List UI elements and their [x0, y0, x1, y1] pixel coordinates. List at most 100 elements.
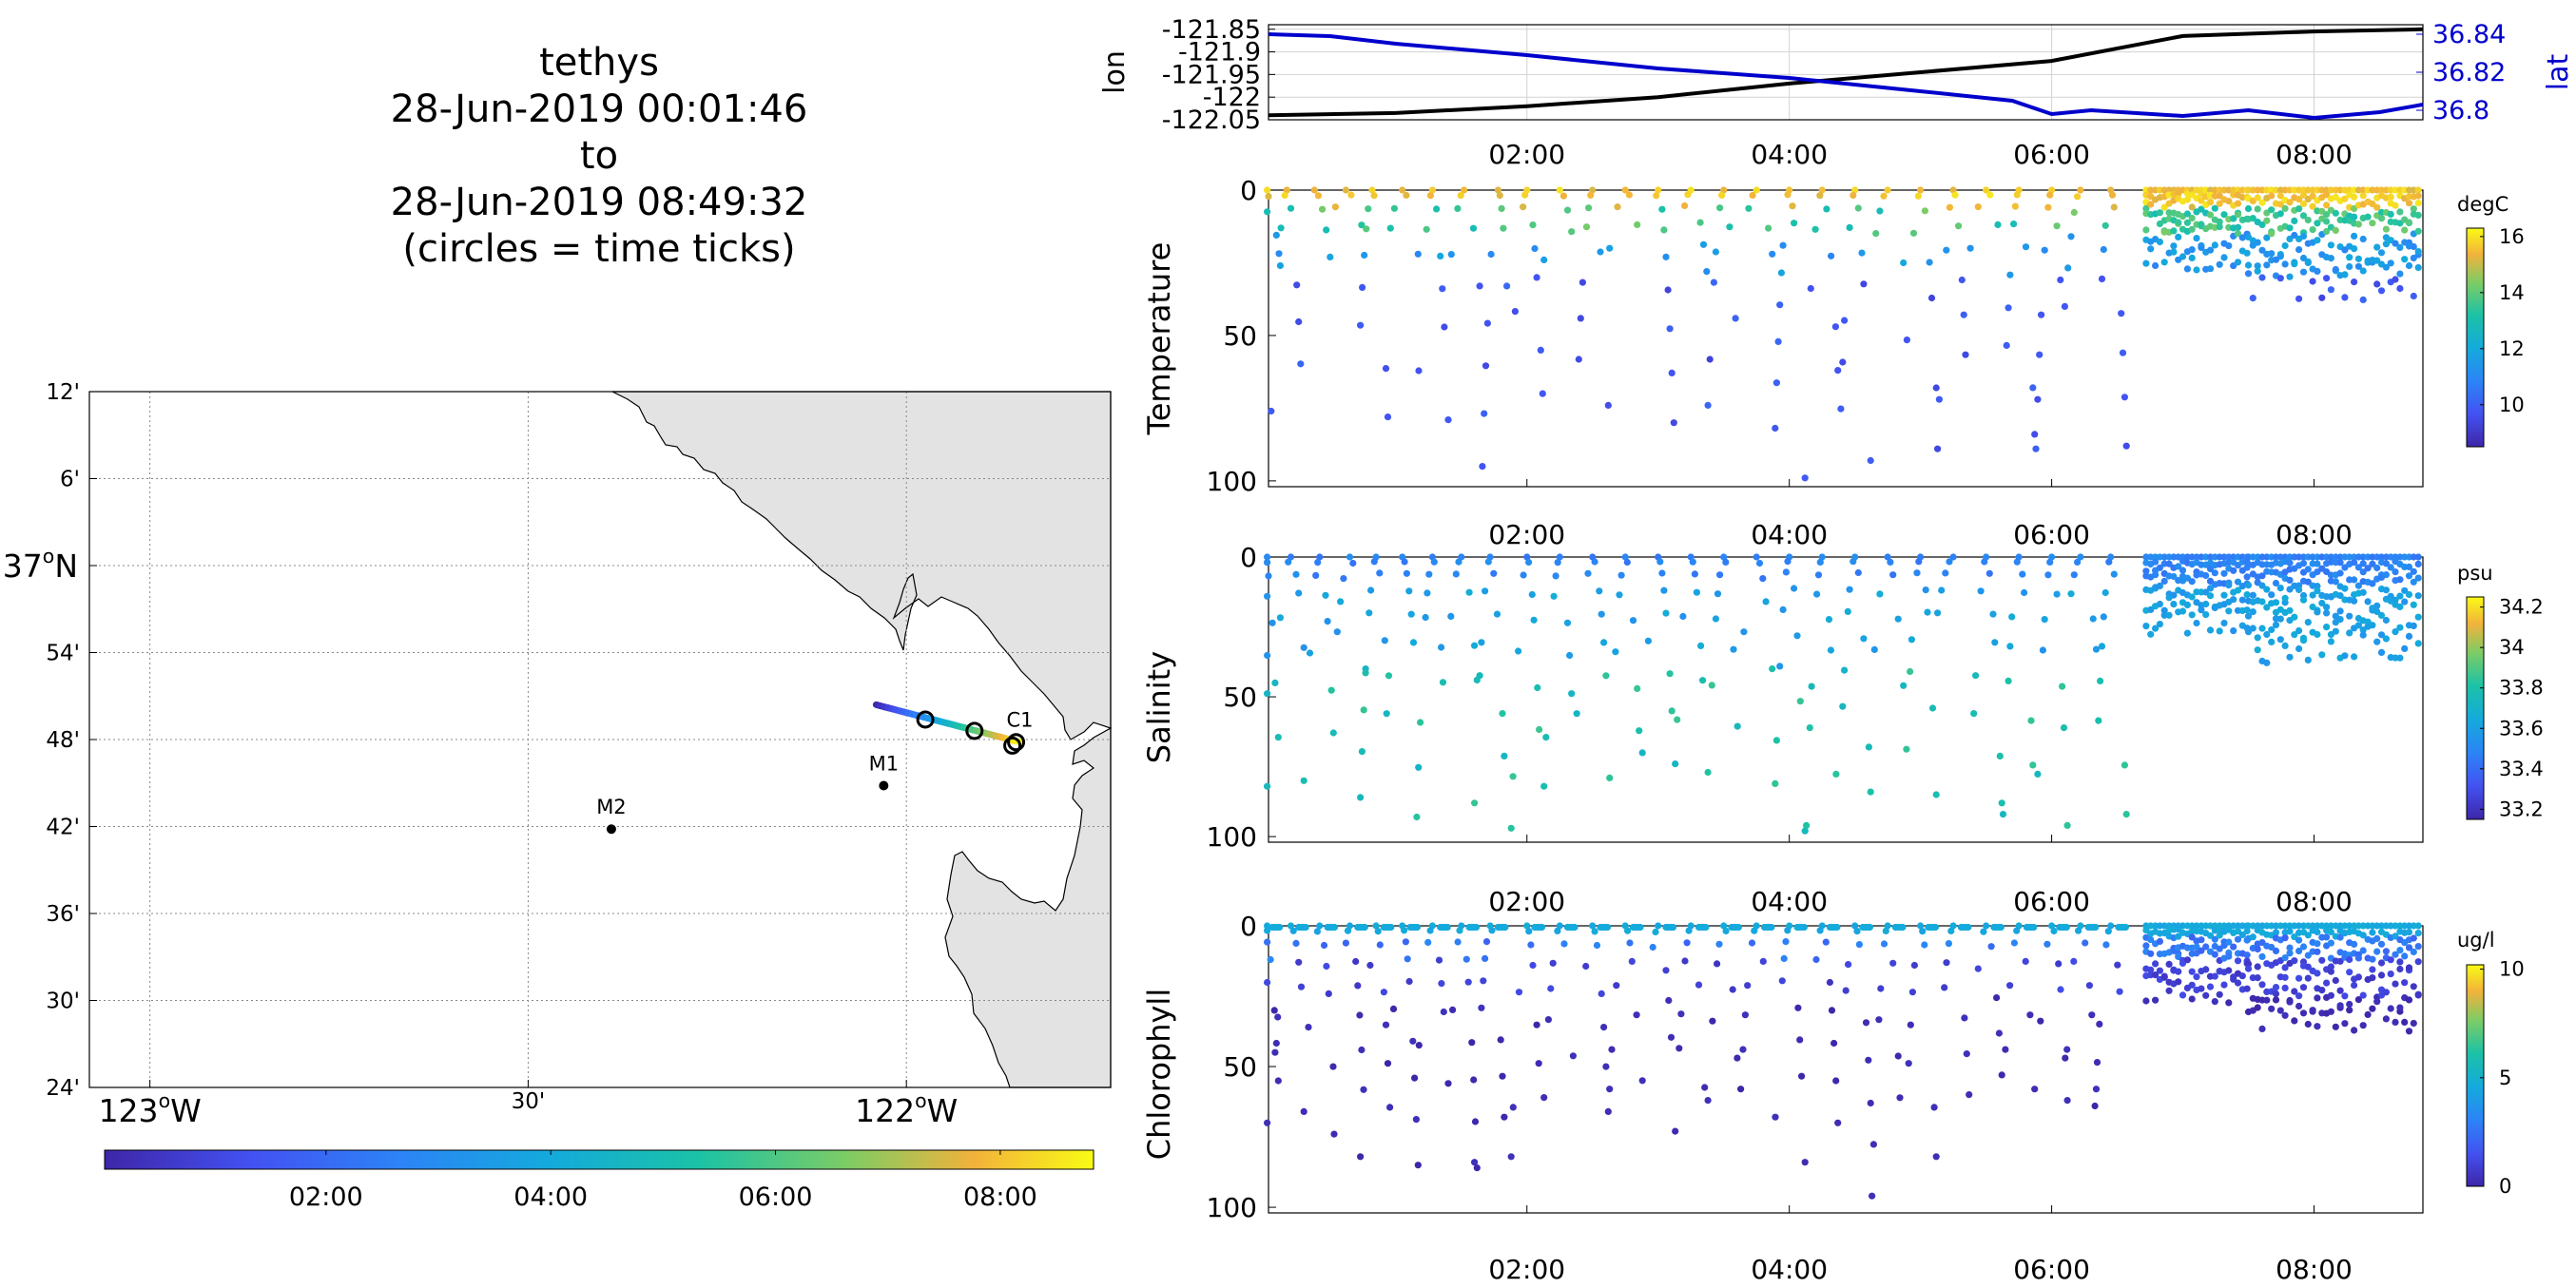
- temp-data-point: [2276, 275, 2284, 282]
- chl-data-point: [1470, 1076, 1478, 1084]
- sal-data-point: [1922, 586, 1929, 594]
- chl-data-point: [2152, 971, 2160, 979]
- sal-data-point: [1999, 811, 2007, 818]
- temp-data-point: [1496, 192, 1503, 200]
- sal-data-point: [2041, 616, 2048, 624]
- temp-data-point: [2041, 246, 2048, 254]
- chl-data-point: [2351, 1027, 2358, 1034]
- chl-data-point: [2369, 1005, 2376, 1012]
- temp-data-point: [2254, 205, 2261, 213]
- chl-data-point: [1501, 923, 1509, 932]
- temp-data-point: [1277, 224, 1285, 232]
- chl-data-point: [2387, 956, 2394, 964]
- sal-data-point: [1287, 553, 1295, 561]
- sal-data-point: [1455, 558, 1462, 566]
- chl-data-point: [2206, 932, 2215, 939]
- sal-data-point: [1602, 672, 1610, 680]
- temp-data-point: [1447, 251, 1455, 259]
- sal-data-point: [1617, 571, 1625, 579]
- chl-data-point: [2152, 996, 2160, 1004]
- sal-data-point: [1730, 645, 1737, 653]
- temp-data-point: [1932, 384, 1940, 392]
- sal-data-point: [1860, 635, 1868, 643]
- chl-data-point: [2341, 1020, 2349, 1028]
- temp-data-point: [1363, 225, 1370, 233]
- sal-data-point: [1383, 710, 1390, 718]
- temp-data-point: [2414, 192, 2422, 200]
- temp-data-point: [1653, 192, 1660, 200]
- temp-data-point: [1716, 204, 1724, 212]
- chl-data-point: [2234, 935, 2242, 943]
- sal-data-point: [1507, 824, 1515, 832]
- temp-data-point: [2392, 202, 2399, 209]
- chl-data-point: [1380, 989, 1387, 996]
- chl-data-point: [1384, 1060, 1392, 1067]
- navigation-panel: -121.85-121.9-121.95-122-122.05 36.84 36.8…: [1098, 15, 2575, 170]
- chl-data-point: [2152, 960, 2160, 968]
- sal-data-point: [2225, 582, 2233, 589]
- temp-data-point: [2327, 286, 2334, 294]
- sal-data-point: [2152, 571, 2160, 579]
- sal-data-point: [2258, 582, 2266, 589]
- sal-data-point: [1465, 588, 1473, 596]
- temp-data-point: [2206, 199, 2215, 206]
- mooring-marker-m2: [606, 824, 616, 835]
- sal-data-point: [2382, 635, 2390, 643]
- chl-data-point: [1702, 923, 1710, 932]
- sal-data-point: [2263, 630, 2271, 639]
- sal-data-point: [1949, 553, 1957, 561]
- temp-data-point: [1994, 221, 2002, 228]
- sal-time-tick-label: 02:00: [1488, 886, 1565, 917]
- chl-data-point: [2336, 957, 2344, 965]
- sal-data-point: [1264, 592, 1271, 600]
- temp-time-tick-label: 08:00: [2276, 519, 2353, 550]
- sal-data-point: [2152, 625, 2160, 632]
- sal-data-point: [2006, 643, 2014, 650]
- temp-data-point: [2373, 257, 2381, 264]
- sal-data-point: [1542, 734, 1550, 741]
- sal-data-point: [1638, 749, 1646, 757]
- chl-data-point: [2396, 965, 2404, 973]
- chl-data-point: [2346, 1007, 2353, 1014]
- temp-data-point: [2243, 249, 2251, 257]
- sal-data-point: [2121, 761, 2128, 769]
- sal-data-point: [2160, 606, 2168, 614]
- chl-data-point: [1361, 923, 1368, 932]
- sal-data-point: [2323, 609, 2331, 617]
- temp-data-point: [2281, 260, 2289, 268]
- temp-data-point: [2414, 211, 2422, 219]
- temp-data-point: [1347, 191, 1355, 199]
- chl-data-point: [2243, 952, 2251, 959]
- chl-data-point: [2175, 952, 2182, 961]
- sal-data-point: [1942, 569, 1949, 577]
- nav-x-tick-label: 02:00: [1488, 139, 1565, 170]
- temp-data-point: [2188, 214, 2196, 222]
- chl-data-point: [2314, 940, 2321, 948]
- sal-data-point: [1938, 586, 1946, 594]
- chl-data-point: [1482, 954, 1489, 963]
- sal-data-point: [1264, 651, 1271, 660]
- chl-data-point: [1822, 938, 1830, 946]
- temp-data-point: [1749, 191, 1756, 200]
- temp-data-point: [2373, 203, 2381, 211]
- temp-data-point: [1718, 191, 1726, 199]
- sal-data-point: [2309, 591, 2316, 599]
- sal-data-point: [1660, 586, 1668, 594]
- nav-left-tick-label: -122.05: [1162, 106, 1261, 135]
- sal-data-point: [2013, 558, 2021, 566]
- chl-data-point: [2377, 959, 2386, 967]
- chl-data-point: [2299, 943, 2308, 951]
- sal-data-point: [2110, 570, 2118, 578]
- temp-data-point: [1575, 356, 1582, 363]
- temp-data-point: [2142, 226, 2150, 234]
- sal-data-point: [1981, 558, 1988, 566]
- temp-data-point: [2074, 193, 2082, 201]
- chl-data-point: [1695, 981, 1703, 989]
- sal-data-point: [1846, 586, 1853, 593]
- chl-data-point: [1376, 941, 1384, 949]
- sal-data-point: [2225, 607, 2233, 615]
- chl-data-point: [2286, 998, 2294, 1006]
- chl-data-point: [2156, 937, 2163, 946]
- chl-data-point: [1591, 928, 1598, 935]
- sal-data-point: [2230, 596, 2237, 604]
